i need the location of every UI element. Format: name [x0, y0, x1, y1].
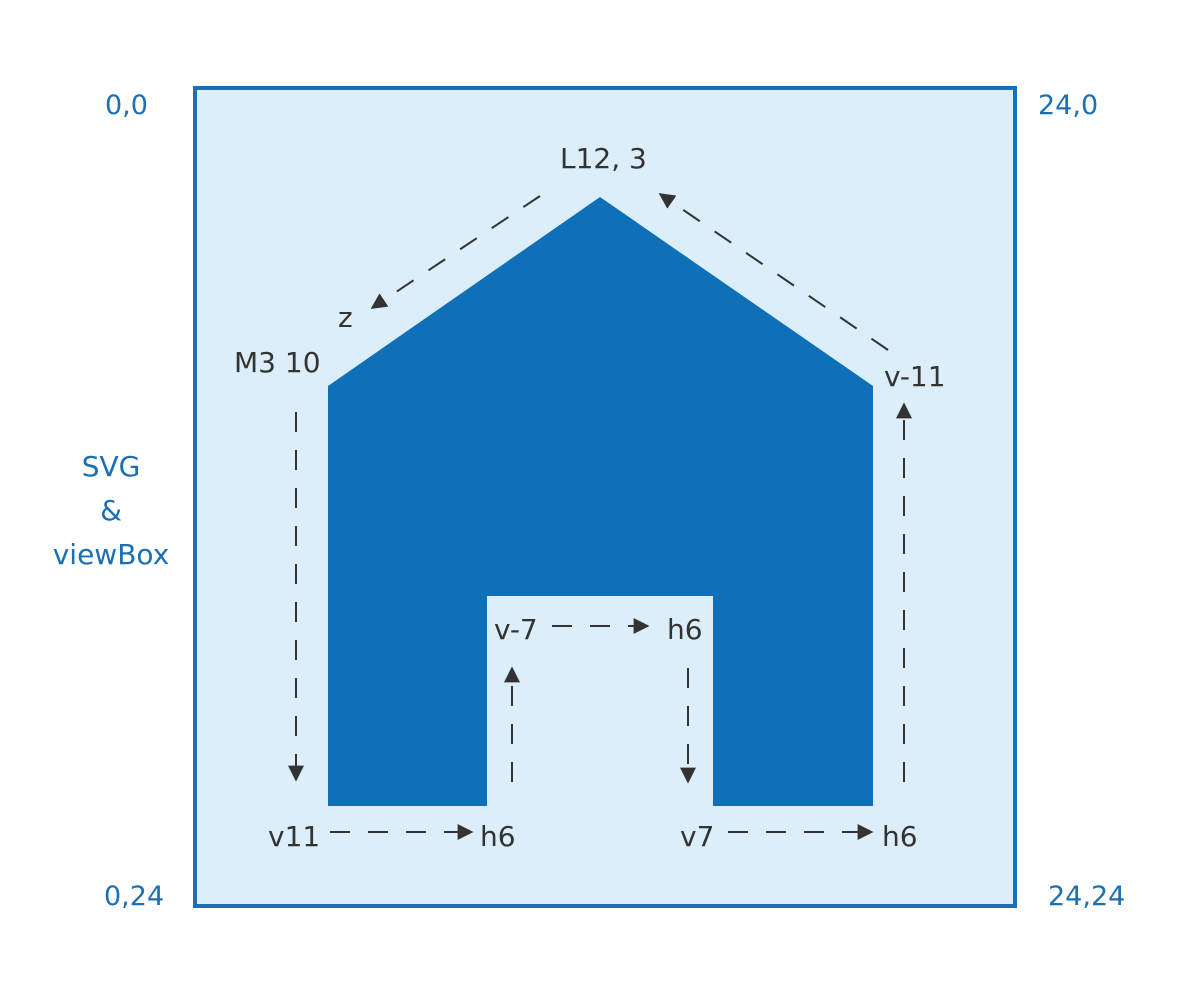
- arrow-close-z: [370, 195, 541, 309]
- side-title-amp: &: [100, 494, 122, 527]
- arrow-roof-right-up: [658, 193, 889, 351]
- cmd-line-to-peak: L12, 3: [560, 142, 647, 175]
- coord-top-right: 24,0: [1038, 90, 1098, 121]
- cmd-v-up-right: v-11: [884, 360, 946, 393]
- side-title-viewbox: viewBox: [53, 538, 170, 571]
- cmd-h-right-door: h6: [667, 613, 703, 646]
- cmd-h-right-2: h6: [882, 820, 918, 853]
- side-title-svg: SVG: [82, 450, 141, 483]
- cmd-v-up-door: v-7: [494, 613, 538, 646]
- cmd-v-down-door: v7: [680, 820, 714, 853]
- cmd-h-right-1: h6: [480, 820, 516, 853]
- coord-bottom-right: 24,24: [1048, 881, 1125, 912]
- cmd-v-down-left: v11: [268, 820, 320, 853]
- coord-top-left: 0,0: [105, 90, 148, 121]
- cmd-move: M3 10: [234, 346, 321, 379]
- coord-bottom-left: 0,24: [104, 881, 164, 912]
- house-shape: [328, 197, 873, 806]
- cmd-close: z: [338, 301, 353, 334]
